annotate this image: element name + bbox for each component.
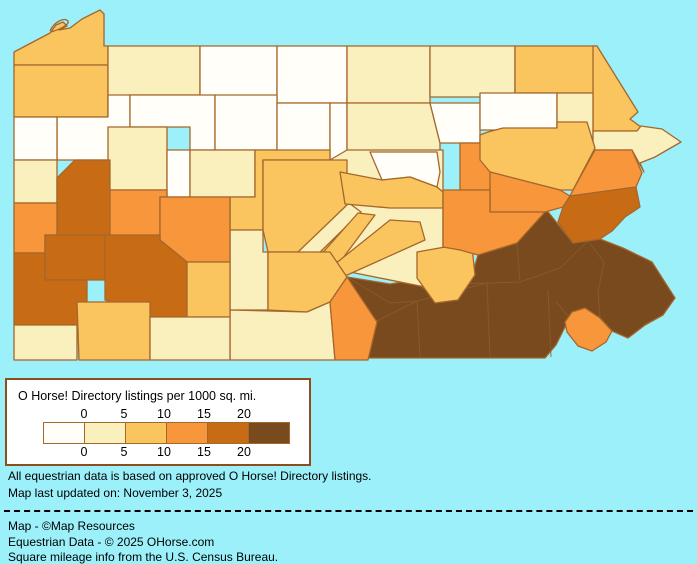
county-jefferson <box>189 149 256 198</box>
county-cambria <box>186 261 231 318</box>
county-shapes <box>13 9 682 361</box>
county-fayette <box>76 301 151 361</box>
county-tioga <box>346 45 431 104</box>
last-updated: Map last updated on: November 3, 2025 <box>8 486 223 500</box>
county-clarion <box>107 126 168 191</box>
county-crawford <box>13 64 109 118</box>
county-mckean <box>199 45 278 101</box>
county-elk <box>214 94 278 151</box>
county-wayne <box>592 45 642 132</box>
county-potter <box>276 45 348 104</box>
county-butler <box>56 159 111 236</box>
county-clarion-east <box>166 149 191 198</box>
map-credit: Map - ©Map Resources <box>8 519 135 533</box>
legend-swatch-4 <box>207 422 249 444</box>
county-franklin <box>329 276 378 361</box>
data-disclaimer: All equestrian data is based on approved… <box>8 469 372 483</box>
legend-tick: 15 <box>197 445 211 459</box>
legend-tick: 0 <box>80 407 88 421</box>
county-lawrence <box>13 159 58 204</box>
legend-tick: 20 <box>237 445 251 459</box>
legend-swatch-3 <box>166 422 208 444</box>
county-allegheny <box>44 234 111 281</box>
legend-swatch-1 <box>84 422 126 444</box>
legend-tick: 10 <box>157 445 171 459</box>
legend-color-ramp <box>43 422 290 444</box>
legend-ticks-bottom: 0 5 10 15 20 <box>7 445 309 459</box>
legend-tick: 10 <box>157 407 171 421</box>
legend-swatch-5 <box>248 422 290 444</box>
legend-ticks-top: 0 5 10 15 20 <box>7 407 309 421</box>
legend-tick: 20 <box>237 407 251 421</box>
county-cameron <box>276 102 331 153</box>
presque-isle <box>49 18 69 33</box>
dashed-separator <box>4 510 693 512</box>
county-philadelphia <box>564 307 613 352</box>
legend-tick: 5 <box>120 445 128 459</box>
legend: O Horse! Directory listings per 1000 sq.… <box>5 378 311 466</box>
legend-title: O Horse! Directory listings per 1000 sq.… <box>18 389 257 403</box>
county-erie <box>13 9 109 66</box>
county-susquehanna <box>514 45 598 94</box>
county-blair <box>229 229 269 311</box>
data-credit: Equestrian Data - © 2025 OHorse.com <box>8 535 215 549</box>
pennsylvania-county-map <box>13 9 682 361</box>
county-greene <box>13 324 78 361</box>
legend-tick: 0 <box>80 445 88 459</box>
legend-tick: 15 <box>197 407 211 421</box>
county-bradford <box>429 45 516 98</box>
county-lycoming <box>346 102 441 153</box>
legend-swatch-2 <box>125 422 167 444</box>
legend-tick: 5 <box>120 407 128 421</box>
county-schuylkill <box>442 189 546 256</box>
census-credit: Square mileage info from the U.S. Census… <box>8 550 279 564</box>
county-mercer <box>13 116 58 161</box>
county-somerset <box>149 316 231 361</box>
county-wyoming <box>479 92 558 131</box>
county-armstrong <box>107 189 168 241</box>
legend-swatch-0 <box>43 422 85 444</box>
county-northampton <box>557 186 641 244</box>
